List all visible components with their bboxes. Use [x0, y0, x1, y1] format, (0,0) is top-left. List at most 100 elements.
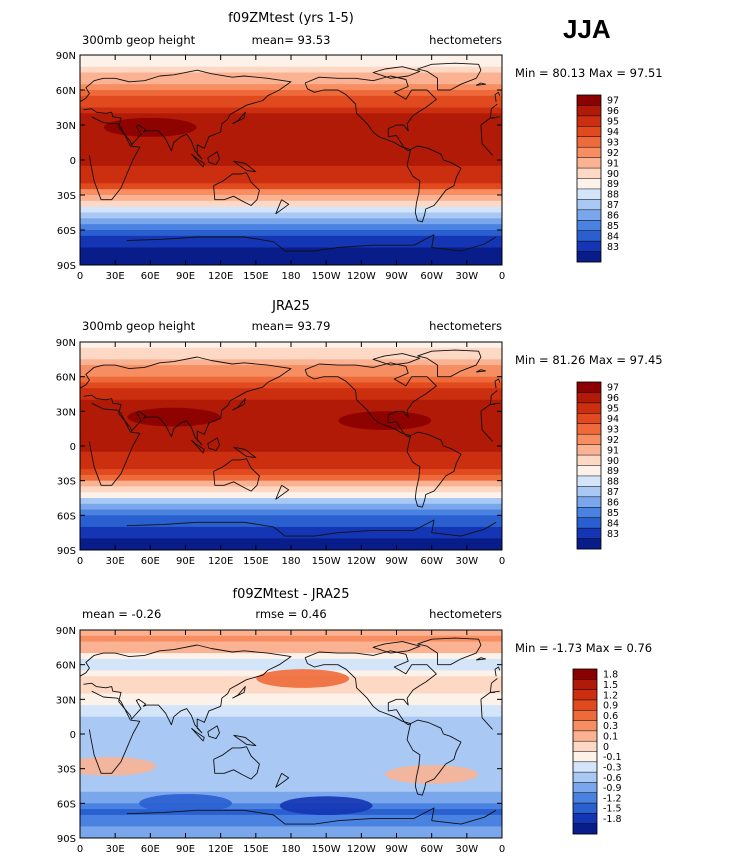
field-band: [80, 417, 502, 424]
panel-left-label: mean = -0.26: [82, 607, 161, 621]
field-band: [80, 101, 502, 109]
y-tick-label: 30S: [57, 765, 76, 776]
colorbar-box: [577, 486, 601, 498]
field-band: [80, 492, 502, 499]
colorbar-label: -1.2: [603, 793, 622, 804]
field-band: [80, 515, 502, 522]
x-tick-label: 30E: [106, 556, 125, 567]
coastline: [494, 91, 501, 102]
field-band: [80, 757, 502, 764]
minmax-label: Min = 80.13 Max = 97.51: [515, 66, 663, 80]
colorbar-box: [573, 720, 597, 732]
x-tick-label: 150E: [243, 844, 268, 855]
colorbar-box: [577, 115, 601, 127]
x-tick-label: 30W: [456, 271, 479, 282]
colorbar-label: 87: [607, 200, 619, 211]
x-tick-label: 0: [499, 844, 505, 855]
colorbar-box: [577, 496, 601, 508]
colorbar-label: 85: [607, 221, 619, 232]
x-tick-label: 0: [499, 556, 505, 567]
field-band: [80, 699, 502, 706]
colorbar-box: [573, 679, 597, 690]
coastline: [80, 69, 500, 160]
field-band: [80, 486, 502, 493]
x-tick-label: 60W: [420, 556, 443, 567]
coastline: [406, 719, 462, 796]
colorbar-box: [573, 792, 597, 804]
coastline: [304, 650, 437, 726]
coastline: [207, 437, 220, 452]
x-tick-label: 120W: [347, 844, 376, 855]
field-band: [80, 200, 502, 208]
panel-left-label: 300mb geop height: [82, 33, 196, 47]
field-band: [80, 647, 502, 654]
coastline: [406, 431, 462, 508]
y-tick-label: 0: [70, 156, 76, 167]
field-band: [80, 716, 502, 724]
field-band: [80, 195, 502, 202]
field-band: [80, 359, 502, 366]
coastline-layer: [80, 62, 501, 252]
y-tick-label: 30S: [57, 477, 76, 488]
colorbar-box: [573, 772, 597, 783]
field-band: [80, 463, 502, 470]
field-band: [80, 664, 502, 672]
x-tick-label: 120W: [347, 556, 376, 567]
x-tick-label: 0: [77, 271, 83, 282]
colorbar-label: 87: [607, 487, 619, 498]
coastline: [213, 746, 260, 780]
x-tick-label: 30E: [106, 271, 125, 282]
colorbar-box: [577, 444, 601, 456]
colorbar-label: 94: [607, 414, 619, 425]
panel-left-label: 300mb geop height: [82, 319, 196, 333]
colorbar-box: [573, 803, 597, 814]
colorbar-label: 96: [607, 106, 619, 117]
field-band: [80, 538, 502, 545]
colorbar-label: 0.3: [603, 721, 618, 732]
colorbar-label: 97: [607, 383, 619, 394]
colorbar-box: [573, 741, 597, 752]
field-band: [80, 422, 502, 430]
y-tick-label: 60S: [57, 226, 76, 237]
colorbar-box: [577, 220, 601, 231]
coastline: [372, 641, 421, 654]
field-band: [80, 60, 502, 68]
colorbar-box: [577, 147, 601, 158]
colorbar-box: [577, 178, 601, 190]
x-tick-label: 90W: [385, 844, 408, 855]
y-tick-label: 0: [70, 442, 76, 453]
colorbar-label: 88: [607, 477, 619, 488]
field-band: [80, 183, 502, 190]
field-band: [80, 722, 502, 729]
field-band: [80, 253, 502, 260]
panel-right-label: hectometers: [429, 33, 502, 47]
y-tick-label: 90N: [56, 338, 76, 349]
x-tick-label: 60W: [420, 844, 443, 855]
field-band: [80, 526, 502, 534]
field-band: [80, 411, 502, 418]
x-tick-label: 150W: [312, 556, 341, 567]
colorbar-label: -0.9: [603, 783, 622, 794]
coastline: [417, 637, 482, 666]
field-band: [80, 451, 502, 459]
x-tick-label: 180: [281, 844, 300, 855]
coastline: [232, 398, 246, 411]
coastline: [213, 458, 260, 492]
field-layer: [80, 630, 502, 838]
x-tick-label: 150E: [243, 556, 268, 567]
colorbar-label: 83: [607, 529, 619, 540]
field-band: [80, 780, 502, 787]
field-feature: [279, 796, 373, 816]
x-tick-label: 180: [281, 271, 300, 282]
field-feature: [139, 793, 232, 813]
colorbar-label: 89: [607, 466, 619, 477]
colorbar-box: [577, 517, 601, 529]
x-tick-label: 90W: [385, 271, 408, 282]
coastline: [191, 727, 205, 742]
field-band: [80, 705, 502, 712]
field-feature: [256, 669, 350, 688]
coastline: [232, 111, 246, 125]
colorbar-box: [577, 413, 601, 425]
y-tick-label: 90S: [57, 546, 76, 557]
